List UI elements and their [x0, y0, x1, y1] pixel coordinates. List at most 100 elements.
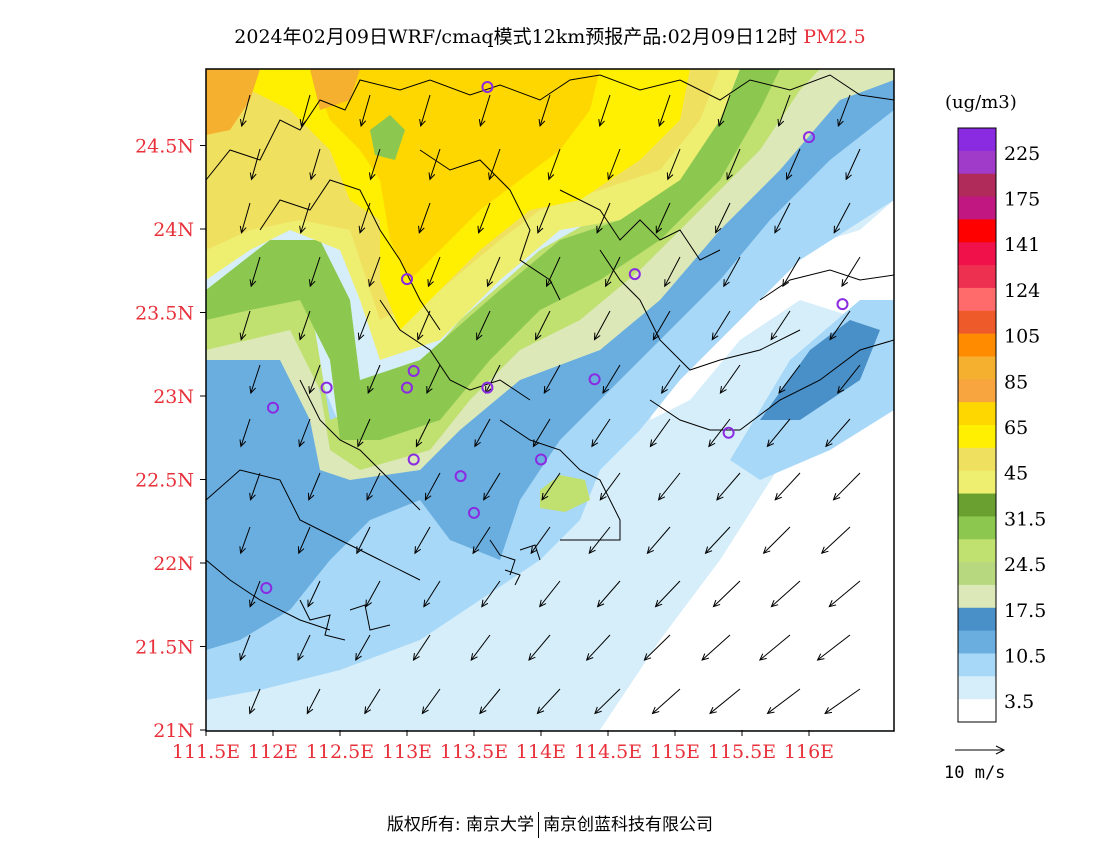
wind-arrow-head	[365, 599, 372, 608]
legend-swatch	[958, 356, 996, 380]
legend-swatch	[958, 265, 996, 289]
wind-arrow	[355, 634, 371, 661]
wind-arrow-head	[298, 439, 305, 448]
wind-arrow-head	[355, 653, 362, 662]
wind-arrow-head	[652, 332, 660, 341]
level-85	[206, 69, 360, 135]
wind-arrow	[543, 364, 561, 394]
wind-arrow	[537, 202, 551, 233]
wind-arrow	[782, 256, 801, 287]
wind-arrow-head	[309, 172, 317, 181]
legend-swatch	[958, 676, 996, 700]
wind-arrow	[828, 580, 861, 608]
wind-arrow-head	[655, 225, 663, 234]
wind-arrow-head	[832, 493, 841, 501]
legend-label: 45	[1004, 463, 1028, 485]
map-title: 2024年02月09日WRF/cmaq模式12km预报产品:02月09日12时 P…	[0, 22, 1100, 49]
wind-arrow-head	[415, 439, 423, 448]
wind-arrow-head	[474, 439, 481, 448]
wind-arrow-head	[239, 118, 247, 128]
wind-arrow	[241, 94, 251, 127]
level-10_5	[206, 90, 894, 700]
footer-divider	[538, 812, 540, 838]
legend-label: 141	[1004, 234, 1040, 256]
lat-label: 22.5N	[135, 470, 194, 492]
station-marker	[588, 373, 601, 386]
legend-swatch	[958, 607, 996, 632]
station-marker	[407, 453, 420, 466]
wind-arrow	[299, 310, 311, 340]
wind-arrow-head	[419, 118, 426, 128]
station-marker	[803, 131, 815, 144]
wind-arrow	[726, 148, 741, 180]
lat-label: 21.5N	[135, 637, 194, 659]
wind-arrow	[594, 688, 621, 714]
wind-arrow-head	[297, 546, 305, 555]
wind-arrow	[485, 364, 501, 394]
wind-arrow-head	[547, 172, 555, 181]
legend-swatch	[958, 402, 996, 426]
wind-arrow-head	[486, 279, 494, 288]
wind-arrow-head	[532, 439, 540, 448]
legend-label: 225	[1004, 143, 1040, 165]
wind-arrow	[240, 418, 251, 447]
wind-arrow	[763, 526, 791, 554]
wind-arrow-head	[770, 332, 778, 341]
wind-arrow	[426, 364, 441, 394]
wind-arrow-head	[712, 599, 721, 608]
wind-arrow	[711, 310, 731, 340]
wind-arrow	[599, 94, 611, 127]
wind-arrow	[357, 418, 371, 447]
wind-arrow	[479, 94, 491, 127]
wind-arrow-head	[646, 546, 655, 555]
wind-arrow-head	[427, 279, 434, 288]
wind-arrow	[774, 202, 791, 234]
legend-swatch	[958, 516, 996, 540]
wind-arrow-head	[421, 706, 429, 715]
wind-arrow	[300, 94, 311, 127]
wind-arrow	[586, 634, 611, 661]
wind-arrow-head	[716, 492, 724, 501]
wind-arrow	[530, 526, 551, 554]
wind-arrow	[708, 418, 731, 447]
lat-label: 22N	[153, 553, 194, 575]
wind-arrow	[306, 688, 321, 714]
legend-swatch	[958, 562, 996, 586]
wind-arrow-head	[306, 706, 314, 715]
wind-arrow	[786, 148, 801, 180]
legend-swatch	[958, 333, 996, 357]
wind-arrow	[607, 148, 621, 180]
station-marker	[267, 401, 279, 414]
wind-arrow	[420, 94, 431, 127]
wind-arrow-head	[657, 492, 666, 501]
wind-arrow-head	[477, 225, 485, 234]
wind-arrow-head	[666, 172, 674, 181]
wind-arrow-head	[774, 225, 781, 234]
wind-arrow	[778, 364, 801, 394]
wind-arrow-head	[602, 385, 610, 394]
wind-arrow-head	[664, 279, 671, 288]
wind-arrow	[546, 256, 561, 287]
lon-label: 112E	[248, 741, 298, 763]
wind-arrow-head	[412, 653, 420, 662]
wind-arrow-head	[543, 385, 551, 395]
wind-arrow	[539, 94, 551, 127]
wind-arrow-head	[605, 279, 612, 288]
title-species: PM2.5	[803, 26, 866, 48]
legend-swatch	[958, 584, 996, 609]
wind-arrow-head	[539, 599, 547, 608]
wind-arrow	[424, 472, 441, 501]
wind-arrow	[715, 202, 731, 233]
legend-label: 85	[1004, 371, 1028, 393]
wind-arrow-head	[774, 492, 782, 501]
wind-arrow	[602, 364, 621, 394]
coastline-islands	[299, 539, 541, 641]
wind-arrow-head	[357, 332, 365, 341]
wind-arrow	[596, 202, 611, 233]
station-marker	[628, 268, 641, 281]
legend-swatch	[958, 150, 996, 175]
wind-arrow-head	[483, 492, 490, 501]
wind-arrow	[821, 526, 851, 554]
wind-arrow-head	[845, 172, 852, 181]
wind-arrow-head	[709, 706, 717, 715]
